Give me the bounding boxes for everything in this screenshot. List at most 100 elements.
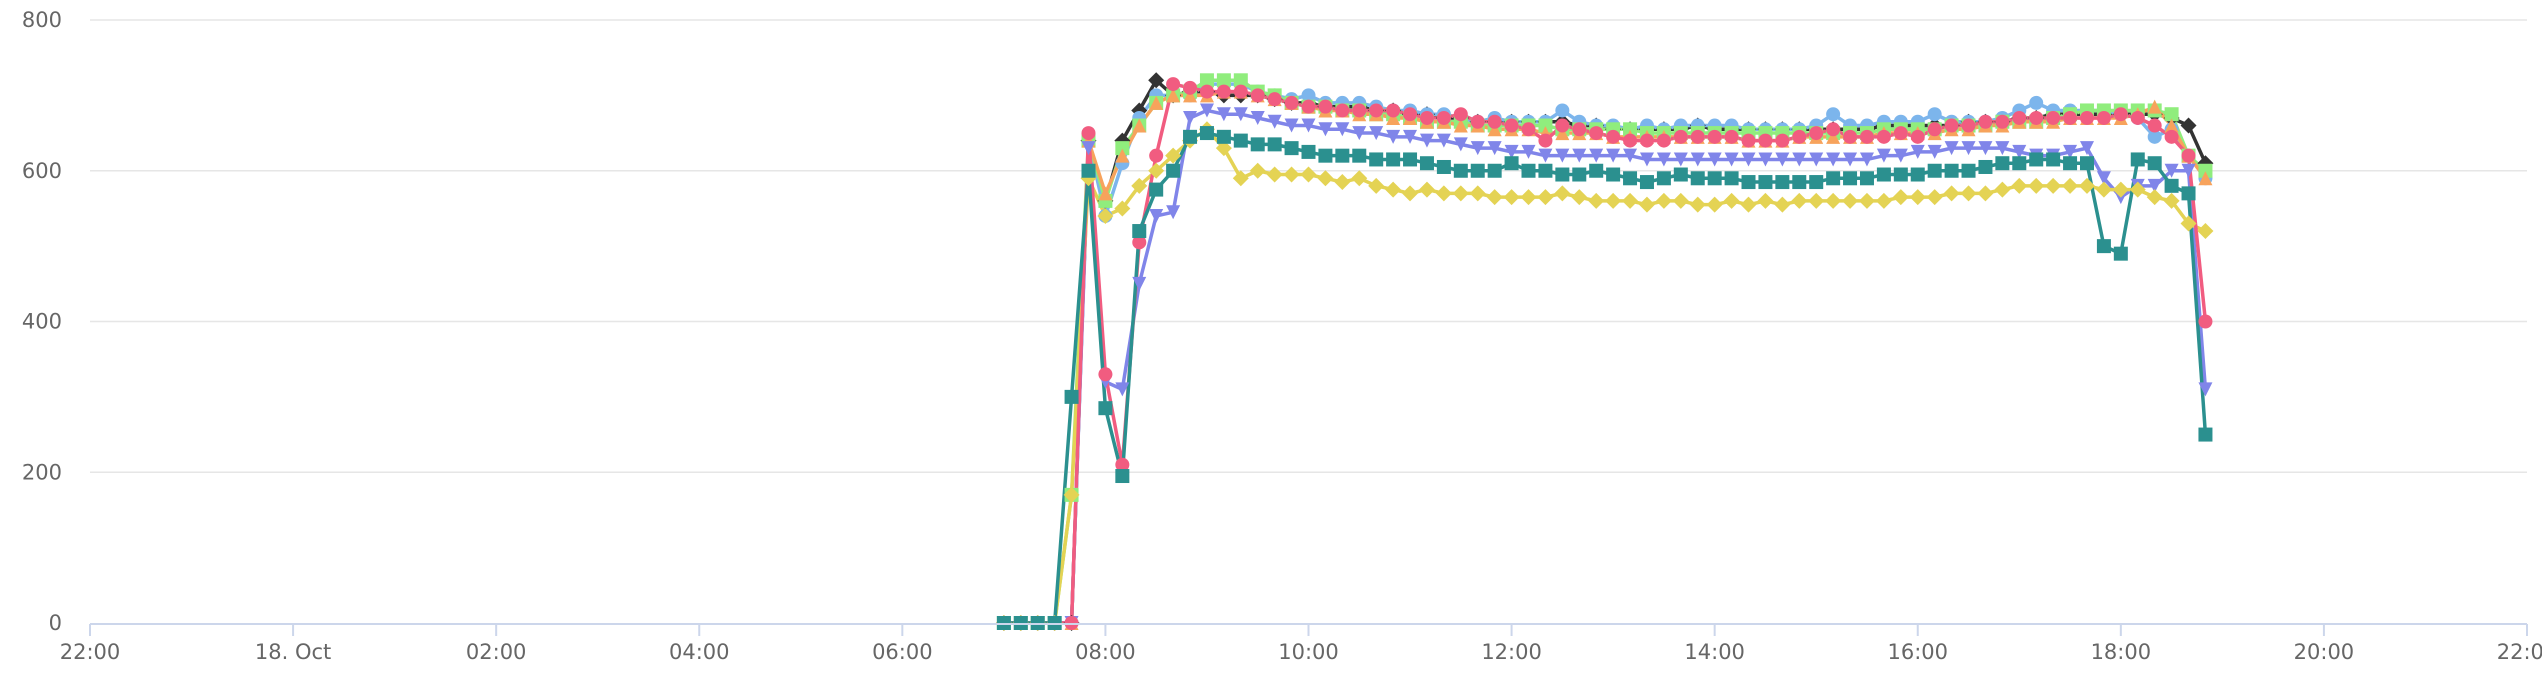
- data-point[interactable]: [1199, 73, 1214, 88]
- data-point[interactable]: [1623, 122, 1638, 137]
- data-point[interactable]: [1266, 166, 1283, 183]
- data-point[interactable]: [1183, 129, 1198, 144]
- data-point[interactable]: [1843, 129, 1858, 144]
- data-point[interactable]: [1741, 133, 1756, 148]
- data-point[interactable]: [1978, 141, 1993, 156]
- data-point[interactable]: [1555, 126, 1570, 141]
- data-point[interactable]: [1233, 84, 1248, 99]
- data-point[interactable]: [1335, 122, 1350, 137]
- data-point[interactable]: [1909, 189, 1926, 206]
- data-point[interactable]: [1166, 205, 1181, 220]
- data-point[interactable]: [1097, 207, 1114, 224]
- data-point[interactable]: [1605, 192, 1622, 209]
- data-point[interactable]: [1148, 162, 1165, 179]
- data-point[interactable]: [2163, 192, 2180, 209]
- data-point[interactable]: [1216, 107, 1231, 122]
- data-point[interactable]: [2029, 110, 2044, 125]
- data-point[interactable]: [1149, 148, 1164, 163]
- series-line-8[interactable]: [1002, 131, 2208, 625]
- data-point[interactable]: [1961, 163, 1976, 178]
- data-point[interactable]: [2112, 181, 2129, 198]
- data-point[interactable]: [1706, 196, 1723, 213]
- data-point[interactable]: [1656, 152, 1671, 167]
- data-point[interactable]: [1826, 152, 1841, 167]
- data-point[interactable]: [1639, 175, 1654, 190]
- data-point[interactable]: [1589, 148, 1604, 163]
- data-point[interactable]: [1740, 196, 1757, 213]
- data-point[interactable]: [1199, 84, 1214, 99]
- data-point[interactable]: [1402, 185, 1419, 202]
- data-point[interactable]: [1910, 144, 1925, 159]
- data-point[interactable]: [1149, 208, 1164, 223]
- data-point[interactable]: [1131, 177, 1148, 194]
- data-point[interactable]: [1149, 182, 1164, 197]
- data-point[interactable]: [1978, 159, 1993, 174]
- data-point[interactable]: [1876, 167, 1891, 182]
- data-point[interactable]: [2096, 239, 2111, 254]
- data-point[interactable]: [1741, 175, 1756, 190]
- data-point[interactable]: [2078, 177, 2095, 194]
- data-point[interactable]: [2012, 144, 2027, 159]
- data-point[interactable]: [1809, 175, 1824, 190]
- data-point[interactable]: [1470, 114, 1485, 129]
- data-point[interactable]: [1927, 107, 1942, 122]
- data-point[interactable]: [1115, 148, 1130, 163]
- data-point[interactable]: [1555, 103, 1570, 118]
- data-point[interactable]: [1503, 189, 1520, 206]
- data-point[interactable]: [1334, 174, 1351, 191]
- data-point[interactable]: [1724, 152, 1739, 167]
- data-point[interactable]: [1943, 185, 1960, 202]
- series-line-6[interactable]: [1002, 127, 2208, 625]
- data-point[interactable]: [2147, 178, 2162, 193]
- data-point[interactable]: [1826, 171, 1841, 186]
- data-point[interactable]: [1386, 129, 1401, 144]
- data-point[interactable]: [1858, 192, 1875, 209]
- data-point[interactable]: [1403, 107, 1418, 122]
- data-point[interactable]: [1132, 276, 1147, 291]
- data-point[interactable]: [1775, 133, 1790, 148]
- data-point[interactable]: [1250, 110, 1265, 125]
- data-point[interactable]: [2028, 177, 2045, 194]
- data-point[interactable]: [1538, 133, 1553, 148]
- data-point[interactable]: [1453, 118, 1468, 133]
- data-point[interactable]: [1639, 133, 1654, 148]
- data-point[interactable]: [1436, 110, 1451, 125]
- data-point[interactable]: [2130, 152, 2145, 167]
- data-point[interactable]: [1656, 171, 1671, 186]
- data-point[interactable]: [2045, 177, 2062, 194]
- data-point[interactable]: [1572, 167, 1587, 182]
- data-point[interactable]: [2095, 181, 2112, 198]
- data-point[interactable]: [2164, 178, 2179, 193]
- data-point[interactable]: [1809, 152, 1824, 167]
- data-point[interactable]: [1267, 114, 1282, 129]
- data-point[interactable]: [2164, 163, 2179, 178]
- data-point[interactable]: [2029, 152, 2044, 167]
- data-point[interactable]: [2181, 186, 2196, 201]
- data-point[interactable]: [1623, 133, 1638, 148]
- data-point[interactable]: [2113, 107, 2128, 122]
- data-point[interactable]: [1673, 152, 1688, 167]
- data-point[interactable]: [1419, 110, 1434, 125]
- data-point[interactable]: [1183, 88, 1198, 103]
- data-point[interactable]: [1115, 382, 1130, 397]
- data-point[interactable]: [1792, 129, 1807, 144]
- data-point[interactable]: [1588, 192, 1605, 209]
- data-point[interactable]: [1859, 152, 1874, 167]
- data-point[interactable]: [1961, 118, 1976, 133]
- data-point[interactable]: [1233, 107, 1248, 122]
- data-point[interactable]: [1893, 126, 1908, 141]
- data-point[interactable]: [2063, 110, 2078, 125]
- data-point[interactable]: [1284, 118, 1299, 133]
- data-point[interactable]: [1758, 152, 1773, 167]
- data-point[interactable]: [1148, 72, 1165, 89]
- data-point[interactable]: [1606, 129, 1621, 144]
- data-point[interactable]: [1758, 175, 1773, 190]
- data-point[interactable]: [1284, 95, 1299, 110]
- data-point[interactable]: [1216, 73, 1231, 88]
- data-point[interactable]: [2164, 107, 2179, 122]
- data-point[interactable]: [1944, 141, 1959, 156]
- data-point[interactable]: [1486, 189, 1503, 206]
- data-point[interactable]: [2146, 189, 2163, 206]
- data-point[interactable]: [1842, 192, 1859, 209]
- data-point[interactable]: [1656, 133, 1671, 148]
